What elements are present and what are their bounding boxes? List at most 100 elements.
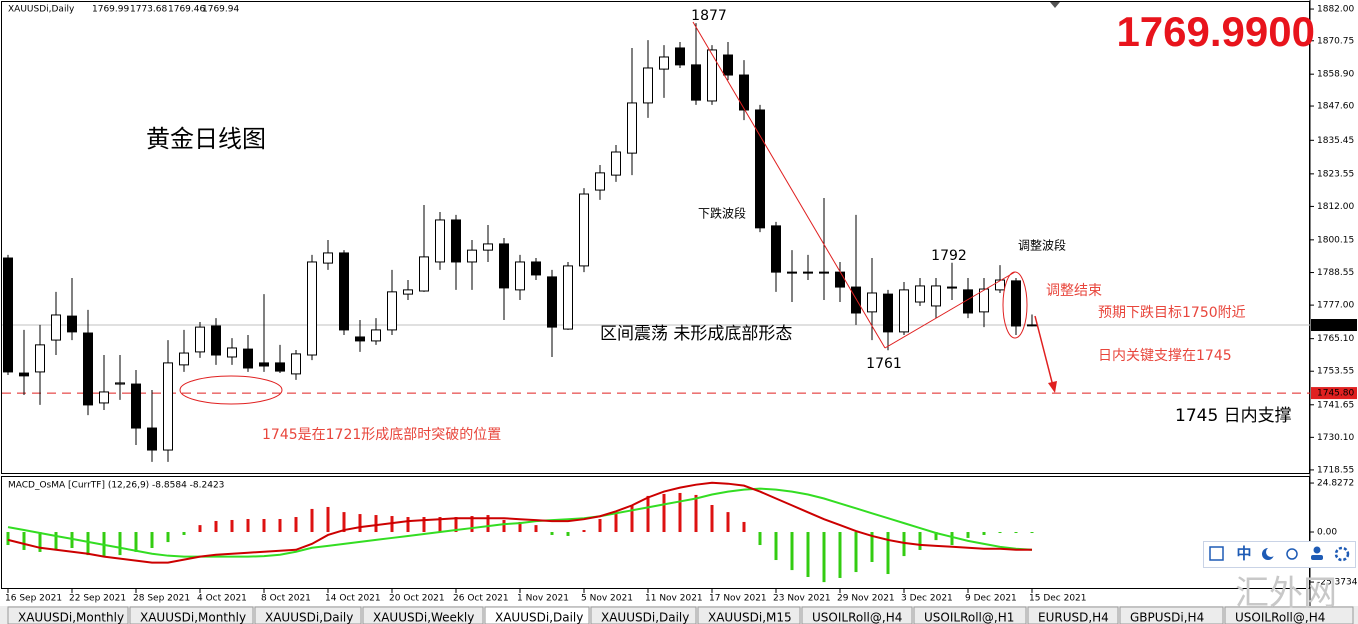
- x-tick-label: 14 Oct 2021: [325, 594, 381, 604]
- tab[interactable]: [484, 606, 590, 624]
- candle-body: [899, 289, 909, 333]
- histogram-bar: [86, 532, 90, 556]
- candle-body: [723, 54, 733, 76]
- x-tick-label: 4 Oct 2021: [197, 594, 247, 604]
- histogram-bar: [838, 532, 842, 578]
- support-price-box: [1311, 387, 1357, 400]
- histogram-bar: [406, 517, 410, 533]
- y-tick-label: 1812.00: [1317, 202, 1354, 212]
- tab[interactable]: [7, 606, 129, 624]
- candle-body: [227, 347, 237, 358]
- candle-body: [579, 193, 589, 267]
- tab-label: XAUUSDi,Weekly: [373, 611, 474, 624]
- candle-body: [323, 252, 333, 264]
- toolbar-icon[interactable]: [1334, 546, 1350, 562]
- support-price-label: 1745.80: [1317, 389, 1354, 399]
- candle-body: [403, 289, 413, 295]
- histogram-bar: [710, 504, 714, 533]
- tab[interactable]: [697, 606, 801, 624]
- candle-body: [1011, 280, 1021, 327]
- y-tick-label: 1882.00: [1317, 5, 1354, 15]
- x-tick-label: 11 Nov 2021: [645, 594, 703, 604]
- y-tick-label: 1847.60: [1317, 102, 1354, 112]
- y-tick-label: 1870.75: [1317, 36, 1354, 46]
- x-tick-label: 3 Dec 2021: [901, 594, 953, 604]
- tab-label: XAUUSDi,Monthly: [140, 611, 246, 624]
- candle-body: [179, 352, 189, 366]
- toolbar-lang[interactable]: 中: [1236, 545, 1251, 563]
- histogram-bar: [1014, 532, 1018, 534]
- candle-body: [19, 372, 29, 377]
- x-tick-label: 17 Nov 2021: [709, 594, 767, 604]
- candle-body: [643, 67, 653, 104]
- histogram-bar: [598, 518, 602, 533]
- histogram-bar: [566, 532, 570, 536]
- current-price-box: [1311, 319, 1357, 332]
- histogram-bar: [150, 532, 154, 548]
- x-tick-label: 15 Dec 2021: [1029, 594, 1087, 604]
- tabs: XAUUSDi,Monthly XAUUSDi,Monthly XAUUSDi,Da…: [7, 606, 1354, 624]
- candle-body: [83, 332, 93, 406]
- x-tick-label: 22 Sep 2021: [69, 594, 126, 604]
- candle-body: [499, 243, 509, 289]
- x-tick-label: 1 Nov 2021: [517, 594, 569, 604]
- histogram-bar: [38, 532, 42, 552]
- tab[interactable]: [590, 606, 697, 624]
- histogram-bar: [694, 494, 698, 533]
- histogram-bar: [982, 532, 986, 535]
- peak-label: 1877: [691, 8, 727, 24]
- y-tick-label: 1741.65: [1317, 400, 1354, 410]
- candle-body: [1027, 324, 1037, 327]
- indicator-title: MACD_OsMA [CurrTF] (12,26,9) -8.8584 -8.…: [8, 481, 224, 491]
- y-tick-label: 24.8272: [1317, 479, 1354, 489]
- candle-body: [51, 314, 61, 341]
- toolbar-frame: [1203, 541, 1356, 568]
- histogram-bar: [662, 493, 666, 533]
- ohlc-low: 1769.46: [168, 5, 205, 15]
- candle-body: [979, 288, 989, 313]
- y-tick-label: 1730.10: [1317, 433, 1354, 443]
- candle-body: [851, 286, 861, 314]
- annotation: 1745 日内支撑: [1175, 406, 1292, 426]
- histogram-bar: [518, 521, 522, 533]
- annotation: 调整结束: [1046, 283, 1102, 299]
- tab[interactable]: [1119, 606, 1224, 624]
- candle-body: [883, 293, 893, 333]
- candle-body: [915, 285, 925, 303]
- y-tick-label: -25.3734: [1317, 578, 1358, 588]
- histogram-bar: [182, 532, 186, 535]
- tab-label: XAUUSDi,M15: [708, 611, 792, 624]
- candle-body: [435, 219, 445, 263]
- peak-label: 1792: [931, 248, 967, 264]
- tab-label: XAUUSDi,Daily: [265, 611, 353, 624]
- tab[interactable]: [1027, 606, 1119, 624]
- tab[interactable]: [801, 606, 913, 624]
- toolbar-icon[interactable]: [1286, 548, 1298, 560]
- tab[interactable]: [254, 606, 362, 624]
- x-tick-label: 26 Oct 2021: [453, 594, 509, 604]
- candle-body: [995, 279, 1005, 291]
- tab[interactable]: [362, 606, 484, 624]
- toolbar-icon[interactable]: [1313, 546, 1321, 554]
- tab[interactable]: [1224, 606, 1354, 624]
- candle-body: [371, 329, 381, 342]
- candle-body: [259, 362, 269, 367]
- ohlc-close: 1769.94: [202, 5, 239, 15]
- histogram-bar: [6, 532, 10, 546]
- y-tick-label: 1777.00: [1317, 301, 1354, 311]
- candle-body: [115, 382, 125, 385]
- y-tick-label: 0.00: [1317, 528, 1337, 538]
- x-tick-label: 20 Oct 2021: [389, 594, 445, 604]
- histogram-bar: [166, 532, 170, 543]
- histogram-bar: [22, 532, 26, 550]
- histogram-bar: [998, 532, 1002, 534]
- candle-body: [243, 348, 253, 369]
- histogram-bar: [918, 532, 922, 550]
- tab[interactable]: [913, 606, 1027, 624]
- candle-body: [211, 325, 221, 356]
- toolbar-icon[interactable]: [1209, 546, 1224, 561]
- x-tick-label: 5 Nov 2021: [581, 594, 633, 604]
- x-tick-label: 23 Nov 2021: [773, 594, 831, 604]
- tab[interactable]: [129, 606, 254, 624]
